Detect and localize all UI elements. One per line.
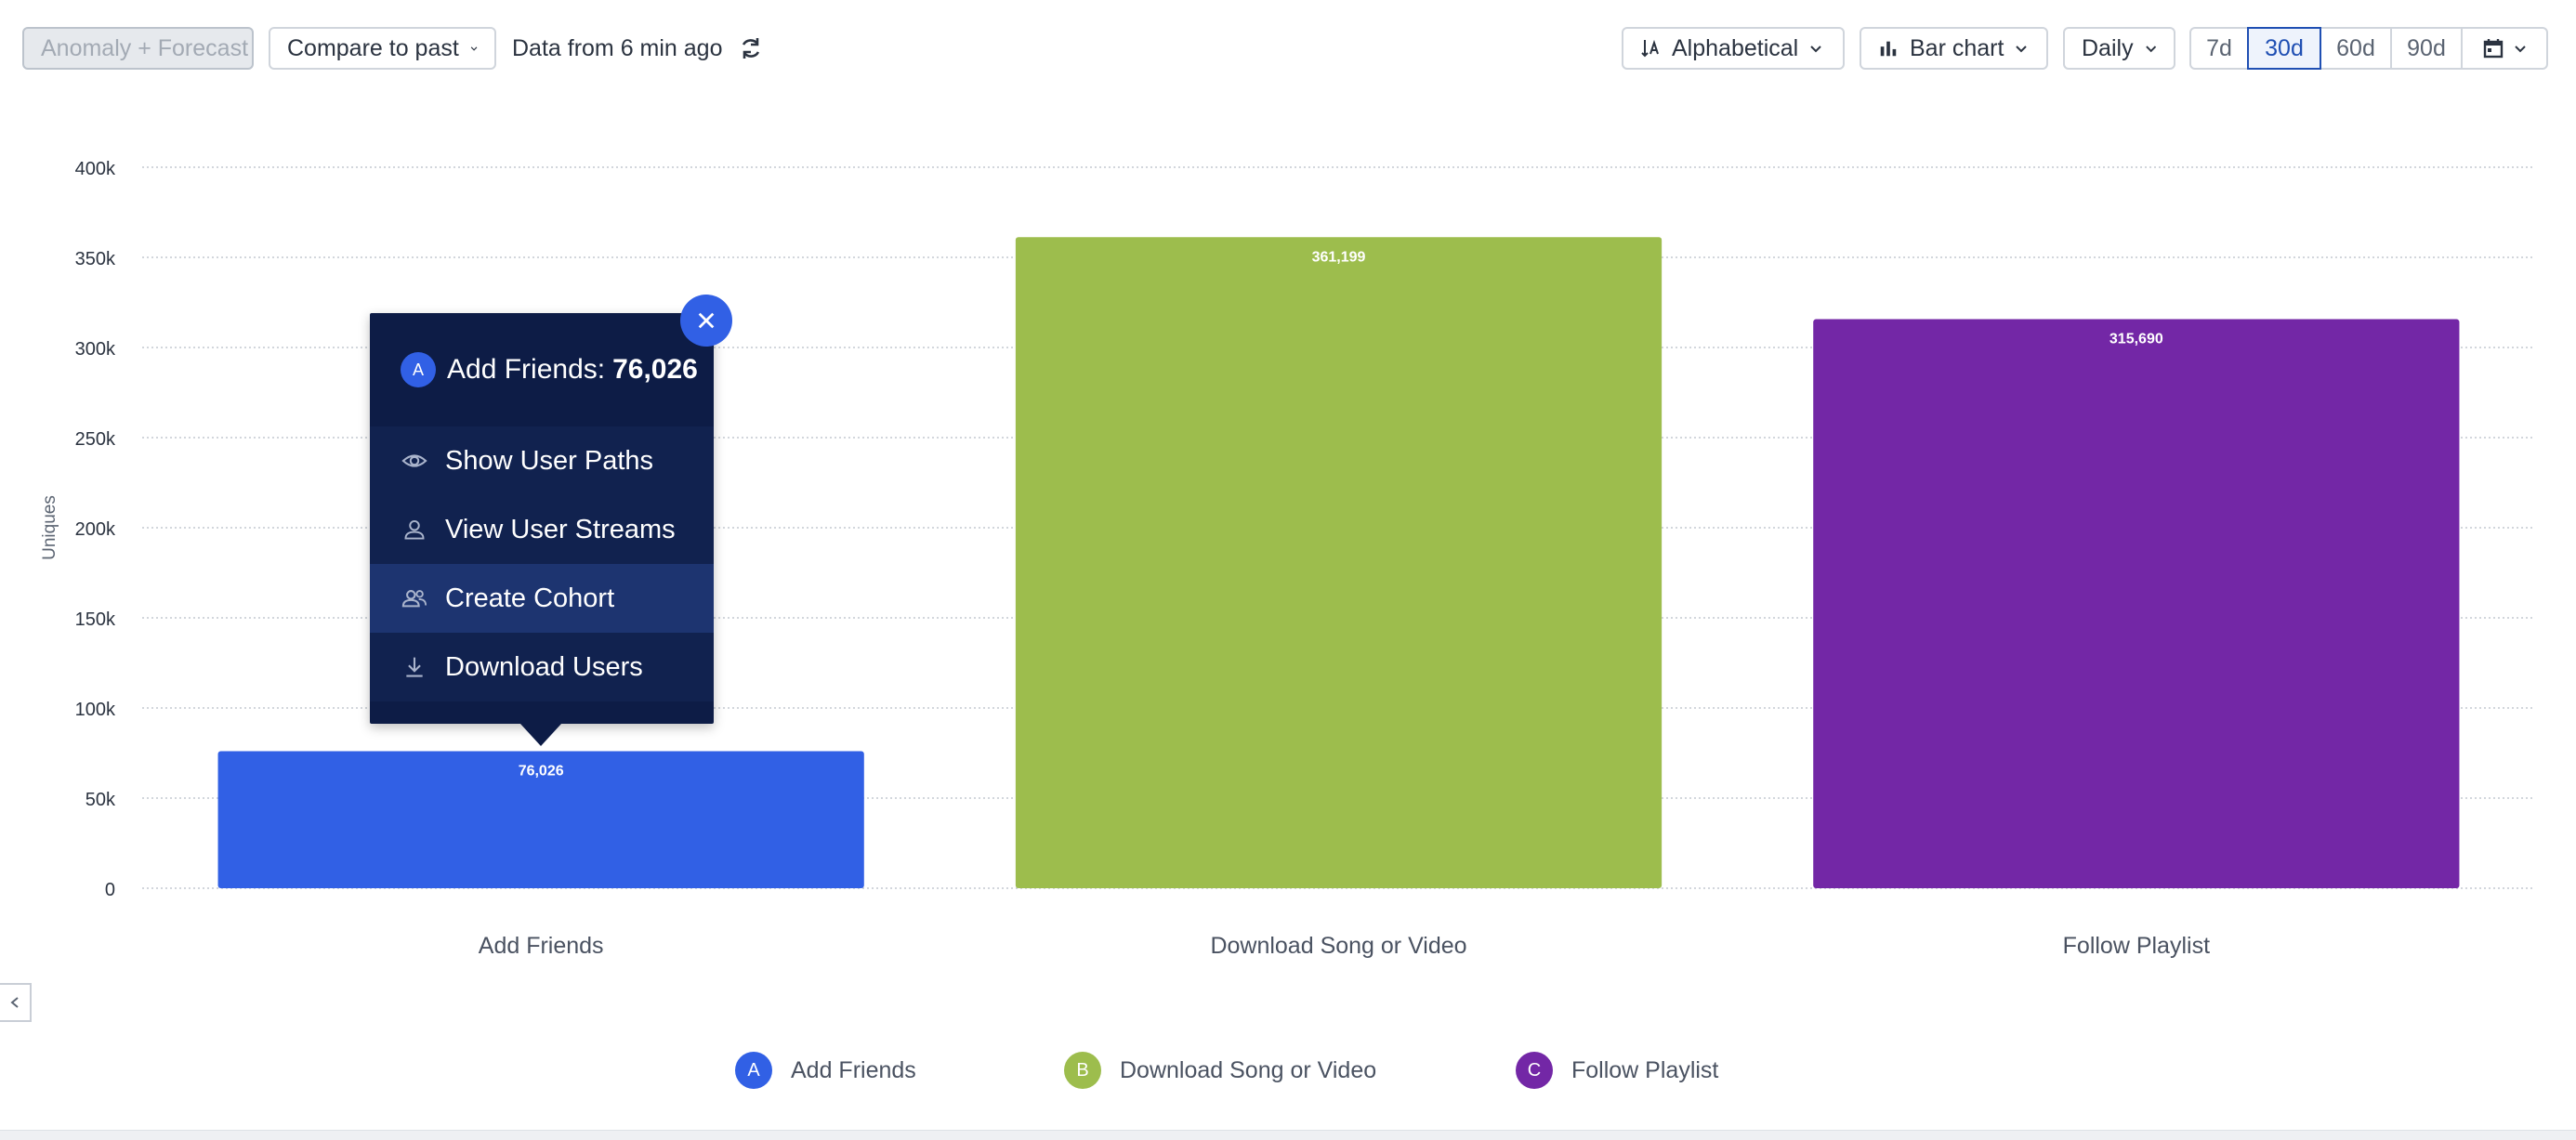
y-tick-label: 50k xyxy=(85,790,116,810)
user-icon xyxy=(401,516,428,544)
y-tick-label: 300k xyxy=(75,339,116,360)
chevron-left-icon xyxy=(10,997,19,1008)
y-tick-label: 100k xyxy=(75,700,116,720)
range-30d-button[interactable]: 30d xyxy=(2247,27,2321,70)
range-60d-button[interactable]: 60d xyxy=(2320,27,2392,70)
bottom-scroll-bar xyxy=(0,1130,2576,1140)
chart-type-label: Bar chart xyxy=(1910,34,2004,61)
download-users-item[interactable]: Download Users xyxy=(370,633,714,701)
y-tick-label: 250k xyxy=(75,429,116,450)
calendar-icon xyxy=(2483,39,2504,59)
y-axis-label: Uniques xyxy=(40,495,59,560)
close-context-menu-button[interactable] xyxy=(680,295,732,347)
bar-chart-icon xyxy=(1880,41,1897,57)
eye-icon xyxy=(401,447,428,475)
series-badge: A xyxy=(401,352,436,387)
legend-label: Follow Playlist xyxy=(1571,1056,1719,1083)
y-tick-label: 350k xyxy=(75,249,116,269)
context-menu-title: Add Friends: xyxy=(447,354,606,385)
bar-context-menu: A Add Friends: 76,026 Show User Paths Vi… xyxy=(370,313,714,746)
chart-type-dropdown[interactable]: Bar chart xyxy=(1860,27,2048,70)
legend-badge: A xyxy=(735,1052,772,1089)
chevron-down-icon xyxy=(1810,46,1821,53)
legend-item-a[interactable]: A Add Friends xyxy=(735,1051,916,1090)
chevron-down-icon xyxy=(2145,46,2156,53)
legend-item-c[interactable]: C Follow Playlist xyxy=(1516,1051,1718,1090)
download-icon xyxy=(401,653,428,681)
context-menu-value: 76,026 xyxy=(612,354,698,385)
users-icon xyxy=(401,584,428,612)
create-cohort-label: Create Cohort xyxy=(445,583,615,613)
bar-value-label: 361,199 xyxy=(1312,249,1366,265)
bar-2 xyxy=(1015,237,1663,889)
legend-badge: C xyxy=(1516,1052,1553,1089)
sort-dropdown[interactable]: Alphabetical xyxy=(1622,27,1845,70)
anomaly-forecast-label: Anomaly + Forecast xyxy=(41,34,249,61)
bar-value-label: 76,026 xyxy=(519,764,564,780)
data-freshness-text: Data from 6 min ago xyxy=(512,34,723,61)
x-category-label: Add Friends xyxy=(479,933,604,959)
context-menu-header: A Add Friends: 76,026 xyxy=(370,313,714,426)
y-tick-label: 0 xyxy=(105,880,115,900)
custom-date-button[interactable] xyxy=(2461,27,2548,70)
bar-3 xyxy=(1813,319,2460,888)
create-cohort-item[interactable]: Create Cohort xyxy=(370,564,714,633)
compare-to-past-label: Compare to past xyxy=(287,34,459,61)
interval-dropdown[interactable]: Daily xyxy=(2063,27,2175,70)
show-user-paths-item[interactable]: Show User Paths xyxy=(370,426,714,495)
y-tick-label: 150k xyxy=(75,609,116,630)
legend-label: Add Friends xyxy=(791,1056,916,1083)
range-90d-button[interactable]: 90d xyxy=(2390,27,2463,70)
bar-chart: 0 50k 100k 150k 200k 250k 300k 350k 400k Uniques 7… xyxy=(40,159,2535,959)
show-user-paths-label: Show User Paths xyxy=(445,445,654,476)
toolbar: Anomaly + Forecast Compare to past Data … xyxy=(0,0,2576,98)
chevron-down-icon xyxy=(470,46,478,51)
legend-item-b[interactable]: B Download Song or Video xyxy=(1064,1051,1376,1090)
x-category-label: Download Song or Video xyxy=(1210,933,1466,959)
y-tick-label: 400k xyxy=(75,159,116,179)
bar-1 xyxy=(217,751,864,888)
chevron-down-icon xyxy=(2016,46,2028,53)
view-user-streams-label: View User Streams xyxy=(445,514,676,544)
interval-label: Daily xyxy=(2082,34,2134,61)
legend-label: Download Song or Video xyxy=(1120,1056,1377,1083)
refresh-icon[interactable] xyxy=(738,35,764,61)
view-user-streams-item[interactable]: View User Streams xyxy=(370,495,714,564)
chevron-down-icon xyxy=(2515,46,2526,53)
sort-label: Alphabetical xyxy=(1672,34,1799,61)
anomaly-forecast-button[interactable]: Anomaly + Forecast xyxy=(22,27,254,70)
sort-alpha-icon xyxy=(1641,39,1659,58)
bar-value-label: 315,690 xyxy=(2109,332,2163,347)
legend-badge: B xyxy=(1064,1052,1101,1089)
date-range-selector: 7d 30d 60d 90d xyxy=(2189,27,2548,70)
x-category-label: Follow Playlist xyxy=(2063,933,2210,959)
context-menu-pointer xyxy=(520,724,561,746)
compare-to-past-dropdown[interactable]: Compare to past xyxy=(269,27,496,70)
close-icon xyxy=(698,312,715,329)
y-tick-label: 200k xyxy=(75,519,116,540)
collapse-panel-button[interactable] xyxy=(0,983,32,1022)
download-users-label: Download Users xyxy=(445,651,643,682)
